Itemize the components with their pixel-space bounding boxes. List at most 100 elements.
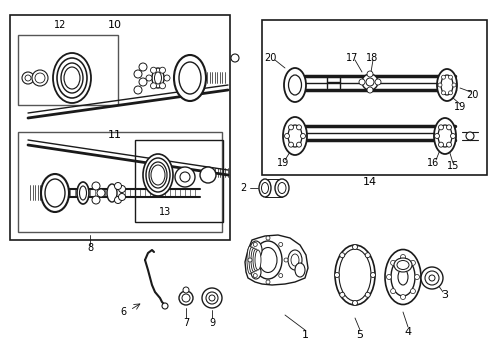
Circle shape xyxy=(35,73,45,83)
Circle shape xyxy=(400,255,406,260)
Text: 2: 2 xyxy=(240,183,246,193)
Ellipse shape xyxy=(53,53,91,103)
Circle shape xyxy=(231,54,239,62)
Circle shape xyxy=(375,79,381,85)
Circle shape xyxy=(279,242,283,247)
Circle shape xyxy=(466,132,474,140)
Circle shape xyxy=(139,63,147,71)
Circle shape xyxy=(365,253,370,258)
Circle shape xyxy=(435,134,440,139)
Circle shape xyxy=(366,78,374,86)
Circle shape xyxy=(175,167,195,187)
Ellipse shape xyxy=(391,258,415,296)
Ellipse shape xyxy=(254,241,282,279)
Text: 8: 8 xyxy=(87,243,93,253)
Text: 18: 18 xyxy=(366,53,378,63)
Circle shape xyxy=(248,258,252,262)
Text: 19: 19 xyxy=(277,158,289,168)
Circle shape xyxy=(448,91,452,95)
Circle shape xyxy=(202,288,222,308)
Circle shape xyxy=(296,142,301,147)
Ellipse shape xyxy=(247,246,253,274)
Ellipse shape xyxy=(255,250,261,270)
Ellipse shape xyxy=(45,179,65,207)
Circle shape xyxy=(411,260,416,265)
Ellipse shape xyxy=(146,158,170,192)
Circle shape xyxy=(441,91,445,95)
Circle shape xyxy=(92,182,100,190)
Circle shape xyxy=(139,78,147,86)
Ellipse shape xyxy=(259,248,277,273)
Circle shape xyxy=(362,74,378,90)
Text: 16: 16 xyxy=(427,158,439,168)
Circle shape xyxy=(439,125,443,130)
Text: 3: 3 xyxy=(441,290,448,300)
Circle shape xyxy=(411,289,416,294)
Circle shape xyxy=(285,134,290,139)
Ellipse shape xyxy=(253,249,259,271)
Circle shape xyxy=(365,292,370,297)
Ellipse shape xyxy=(107,184,117,202)
Ellipse shape xyxy=(64,67,80,89)
Circle shape xyxy=(352,301,358,306)
Ellipse shape xyxy=(149,162,167,188)
Ellipse shape xyxy=(154,72,162,84)
Ellipse shape xyxy=(152,68,164,88)
Circle shape xyxy=(115,197,122,203)
Circle shape xyxy=(300,134,305,139)
Polygon shape xyxy=(245,235,308,285)
Text: 4: 4 xyxy=(404,327,412,337)
Ellipse shape xyxy=(438,125,452,147)
Circle shape xyxy=(400,294,406,300)
Text: 20: 20 xyxy=(264,53,276,63)
Text: 17: 17 xyxy=(346,53,358,63)
Text: 14: 14 xyxy=(363,177,377,187)
Circle shape xyxy=(25,75,31,81)
Circle shape xyxy=(335,273,340,278)
Circle shape xyxy=(450,134,456,139)
Circle shape xyxy=(352,244,358,249)
Ellipse shape xyxy=(249,247,255,273)
Circle shape xyxy=(179,291,193,305)
Ellipse shape xyxy=(251,265,261,279)
Bar xyxy=(18,132,222,232)
Circle shape xyxy=(415,275,419,279)
Ellipse shape xyxy=(335,245,375,305)
Circle shape xyxy=(162,303,168,309)
Ellipse shape xyxy=(288,250,302,270)
Circle shape xyxy=(119,185,125,193)
Text: 1: 1 xyxy=(301,330,309,340)
Text: 5: 5 xyxy=(357,330,364,340)
Ellipse shape xyxy=(79,186,87,200)
Circle shape xyxy=(253,274,257,278)
Ellipse shape xyxy=(434,118,456,154)
Circle shape xyxy=(164,75,170,81)
Circle shape xyxy=(421,267,443,289)
Ellipse shape xyxy=(275,179,289,197)
Circle shape xyxy=(284,258,288,262)
Ellipse shape xyxy=(77,182,89,204)
Circle shape xyxy=(134,86,142,94)
Text: 13: 13 xyxy=(159,207,171,217)
Ellipse shape xyxy=(385,249,421,305)
Bar xyxy=(135,140,223,222)
Ellipse shape xyxy=(179,62,201,94)
Circle shape xyxy=(387,275,392,279)
Circle shape xyxy=(452,83,456,87)
Circle shape xyxy=(340,292,345,297)
Text: 12: 12 xyxy=(54,20,66,30)
Ellipse shape xyxy=(251,248,257,272)
Ellipse shape xyxy=(143,154,173,196)
Ellipse shape xyxy=(295,263,305,277)
Circle shape xyxy=(367,87,373,93)
Circle shape xyxy=(359,79,365,85)
Text: 19: 19 xyxy=(454,102,466,112)
Ellipse shape xyxy=(291,254,299,266)
Ellipse shape xyxy=(151,165,165,185)
Circle shape xyxy=(32,70,48,86)
Circle shape xyxy=(160,83,166,89)
Circle shape xyxy=(134,70,142,78)
Ellipse shape xyxy=(339,249,371,301)
Ellipse shape xyxy=(41,174,69,212)
Circle shape xyxy=(115,183,122,189)
